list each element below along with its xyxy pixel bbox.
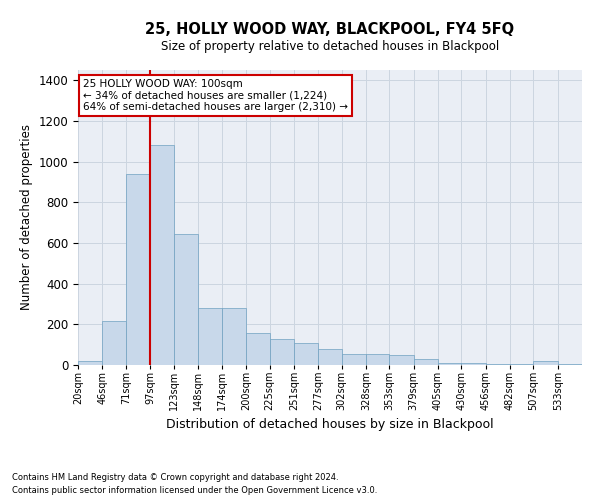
Bar: [438, 362, 461, 365]
Y-axis label: Number of detached properties: Number of detached properties: [20, 124, 33, 310]
X-axis label: Distribution of detached houses by size in Blackpool: Distribution of detached houses by size …: [166, 418, 494, 432]
Bar: [461, 362, 485, 365]
Bar: [533, 360, 557, 365]
Bar: [485, 364, 510, 365]
Bar: [413, 360, 438, 365]
Bar: [366, 354, 389, 365]
Bar: [125, 174, 150, 365]
Bar: [341, 354, 366, 365]
Text: 25, HOLLY WOOD WAY, BLACKPOOL, FY4 5FQ: 25, HOLLY WOOD WAY, BLACKPOOL, FY4 5FQ: [145, 22, 515, 38]
Bar: [175, 234, 197, 365]
Bar: [557, 364, 582, 365]
Bar: [294, 342, 319, 365]
Text: 25 HOLLY WOOD WAY: 100sqm
← 34% of detached houses are smaller (1,224)
64% of se: 25 HOLLY WOOD WAY: 100sqm ← 34% of detac…: [83, 79, 348, 112]
Bar: [247, 334, 269, 365]
Text: Contains HM Land Registry data © Crown copyright and database right 2024.: Contains HM Land Registry data © Crown c…: [12, 474, 338, 482]
Bar: [78, 362, 103, 365]
Bar: [269, 338, 294, 365]
Text: Size of property relative to detached houses in Blackpool: Size of property relative to detached ho…: [161, 40, 499, 53]
Bar: [222, 308, 247, 365]
Bar: [319, 348, 341, 365]
Bar: [510, 364, 533, 365]
Bar: [103, 320, 125, 365]
Bar: [389, 355, 413, 365]
Text: Contains public sector information licensed under the Open Government Licence v3: Contains public sector information licen…: [12, 486, 377, 495]
Bar: [150, 146, 175, 365]
Bar: [197, 308, 222, 365]
